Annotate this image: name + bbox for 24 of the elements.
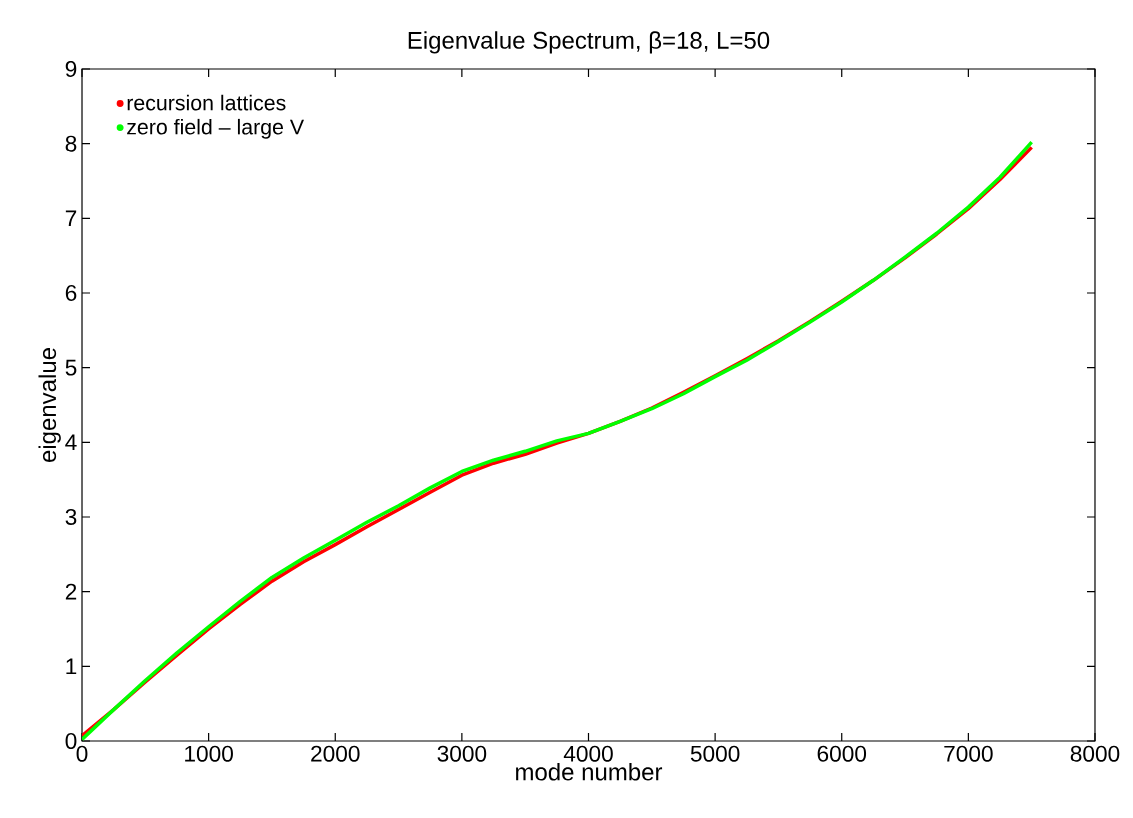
legend-label: zero field – large V xyxy=(127,118,304,139)
y-axis-title: eigenvalue xyxy=(38,348,61,463)
y-tick-label: 7 xyxy=(65,210,77,227)
x-tick-label: 3000 xyxy=(437,745,487,762)
x-tick-label: 6000 xyxy=(817,745,867,762)
y-tick-label: 9 xyxy=(65,60,77,78)
chart-title: Eigenvalue Spectrum, β=18, L=50 xyxy=(408,31,770,54)
x-tick-label: 4000 xyxy=(563,745,613,762)
x-tick-label: 5000 xyxy=(690,745,740,762)
x-axis-title: mode number xyxy=(516,762,663,781)
y-tick-label: 8 xyxy=(65,135,77,152)
x-tick-label: 0 xyxy=(76,745,88,762)
y-tick-label: 6 xyxy=(65,284,77,302)
y-tick-label: 5 xyxy=(65,359,77,376)
y-tick-label: 4 xyxy=(65,434,77,451)
x-tick-label: 1000 xyxy=(185,745,233,762)
x-tick-label: 2000 xyxy=(311,745,360,762)
x-tick-label: 7000 xyxy=(944,745,993,762)
y-tick-label: 2 xyxy=(65,583,77,600)
y-tick-label: 3 xyxy=(65,508,77,526)
legend-label: recursion lattices xyxy=(127,94,286,111)
y-tick-label: 1 xyxy=(66,658,77,675)
y-tick-label: 0 xyxy=(65,732,77,750)
x-tick-label: 8000 xyxy=(1070,745,1120,762)
